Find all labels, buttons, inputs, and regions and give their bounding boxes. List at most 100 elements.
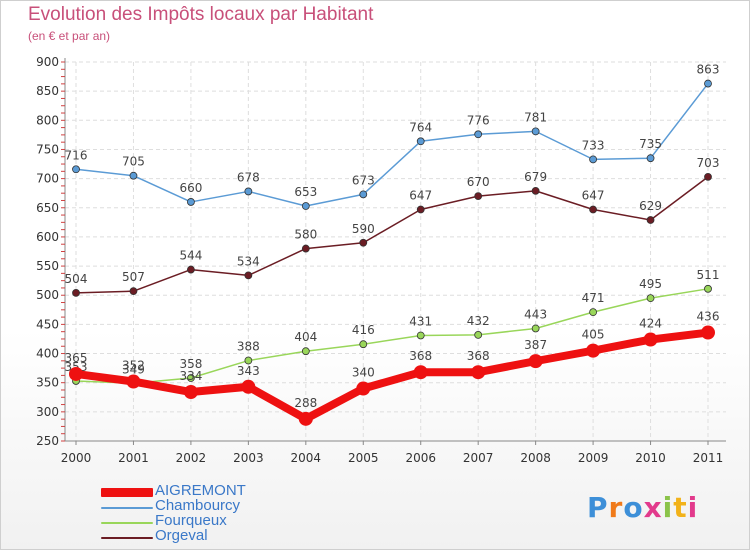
data-label-chambourcy: 781 bbox=[524, 110, 547, 124]
point-aigremont bbox=[643, 332, 658, 347]
data-label-orgeval: 580 bbox=[294, 228, 317, 242]
data-label-orgeval: 507 bbox=[122, 270, 145, 284]
y-tick-label: 400 bbox=[36, 347, 59, 361]
brand-logo: Proxiti bbox=[587, 491, 698, 524]
data-label-fourqueux: 511 bbox=[697, 268, 720, 282]
point-chambourcy bbox=[531, 127, 540, 136]
x-tick-label: 2002 bbox=[176, 451, 207, 465]
data-label-fourqueux: 431 bbox=[409, 314, 432, 328]
y-tick-label: 750 bbox=[36, 142, 59, 156]
point-fourqueux bbox=[301, 347, 310, 356]
x-tick-label: 2006 bbox=[405, 451, 436, 465]
y-tick-label: 350 bbox=[36, 376, 59, 390]
point-orgeval bbox=[187, 265, 195, 274]
point-fourqueux bbox=[589, 308, 597, 317]
y-tick-label: 650 bbox=[36, 201, 59, 215]
point-orgeval bbox=[359, 238, 368, 247]
point-aigremont bbox=[126, 374, 141, 389]
x-tick-label: 2001 bbox=[118, 451, 149, 465]
brand-logo-letter: i bbox=[662, 491, 674, 524]
legend-label: Orgeval bbox=[155, 527, 208, 544]
data-label-fourqueux: 388 bbox=[237, 340, 260, 354]
point-orgeval bbox=[72, 288, 80, 297]
point-chambourcy bbox=[474, 130, 483, 139]
x-tick-label: 2003 bbox=[233, 451, 264, 465]
point-orgeval bbox=[646, 216, 655, 224]
y-tick-label: 300 bbox=[36, 405, 59, 419]
point-chambourcy bbox=[359, 190, 368, 199]
point-aigremont bbox=[356, 381, 371, 396]
data-label-orgeval: 679 bbox=[524, 170, 547, 184]
legend-label: Chambourcy bbox=[155, 497, 241, 514]
point-fourqueux bbox=[359, 340, 368, 349]
data-label-aigremont: 343 bbox=[237, 364, 260, 378]
data-label-fourqueux: 443 bbox=[524, 307, 547, 321]
point-orgeval bbox=[244, 271, 253, 280]
series-line-chambourcy bbox=[75, 82, 709, 207]
legend-swatch bbox=[101, 522, 153, 524]
point-chambourcy bbox=[704, 79, 712, 88]
data-label-orgeval: 534 bbox=[237, 254, 260, 268]
data-label-orgeval: 590 bbox=[352, 222, 375, 236]
point-fourqueux bbox=[187, 374, 195, 382]
data-label-aigremont: 288 bbox=[294, 396, 317, 410]
point-fourqueux bbox=[646, 294, 655, 303]
point-orgeval bbox=[531, 186, 540, 195]
point-orgeval bbox=[129, 287, 138, 296]
data-label-chambourcy: 764 bbox=[409, 120, 432, 134]
data-label-aigremont: 368 bbox=[467, 349, 490, 363]
point-orgeval bbox=[474, 192, 483, 201]
chart-title: Evolution des Impôts locaux par Habitant bbox=[28, 4, 374, 25]
data-label-chambourcy: 735 bbox=[639, 137, 662, 151]
point-aigremont bbox=[298, 411, 313, 426]
point-chambourcy bbox=[187, 198, 195, 206]
data-label-aigremont: 352 bbox=[122, 359, 145, 373]
x-tick-label: 2010 bbox=[635, 451, 666, 465]
data-label-aigremont: 405 bbox=[582, 328, 605, 342]
x-tick-label: 2007 bbox=[463, 451, 494, 465]
y-tick-label: 550 bbox=[36, 259, 59, 273]
legend-swatch bbox=[101, 488, 153, 497]
data-label-orgeval: 647 bbox=[409, 189, 432, 203]
point-aigremont bbox=[183, 385, 198, 400]
data-label-chambourcy: 716 bbox=[65, 148, 88, 162]
data-label-chambourcy: 863 bbox=[697, 63, 720, 77]
data-label-fourqueux: 471 bbox=[582, 291, 605, 305]
y-tick-label: 850 bbox=[36, 84, 59, 98]
point-aigremont bbox=[241, 379, 256, 394]
x-tick-label: 2008 bbox=[520, 451, 551, 465]
point-aigremont bbox=[69, 366, 83, 381]
point-chambourcy bbox=[72, 165, 80, 174]
point-aigremont bbox=[413, 365, 428, 380]
data-label-aigremont: 387 bbox=[524, 338, 547, 352]
data-label-orgeval: 544 bbox=[179, 249, 202, 263]
brand-logo-letter: x bbox=[643, 491, 663, 524]
point-chambourcy bbox=[416, 137, 425, 146]
point-orgeval bbox=[589, 205, 597, 214]
point-fourqueux bbox=[704, 284, 712, 293]
data-label-chambourcy: 705 bbox=[122, 155, 145, 169]
point-aigremont bbox=[471, 365, 486, 380]
data-label-orgeval: 629 bbox=[639, 199, 662, 213]
point-chambourcy bbox=[589, 155, 597, 164]
data-label-orgeval: 504 bbox=[65, 272, 88, 286]
data-label-aigremont: 340 bbox=[352, 366, 375, 380]
data-label-orgeval: 703 bbox=[697, 156, 720, 170]
legend-swatch bbox=[101, 507, 153, 509]
data-label-aigremont: 424 bbox=[639, 317, 662, 331]
point-chambourcy bbox=[646, 154, 655, 163]
series-line-orgeval bbox=[75, 176, 709, 294]
legend-label: Fourqueux bbox=[155, 512, 227, 529]
data-label-fourqueux: 416 bbox=[352, 323, 375, 337]
x-tick-label: 2011 bbox=[693, 451, 724, 465]
y-tick-label: 800 bbox=[36, 113, 59, 127]
data-label-aigremont: 436 bbox=[697, 310, 720, 324]
y-tick-label: 450 bbox=[36, 317, 59, 331]
data-label-chambourcy: 678 bbox=[237, 170, 260, 184]
brand-logo-letter: t bbox=[673, 491, 688, 524]
point-aigremont bbox=[586, 343, 601, 358]
series-line-fourqueux bbox=[75, 288, 709, 385]
x-tick-label: 2009 bbox=[578, 451, 609, 465]
y-tick-label: 250 bbox=[36, 434, 59, 448]
